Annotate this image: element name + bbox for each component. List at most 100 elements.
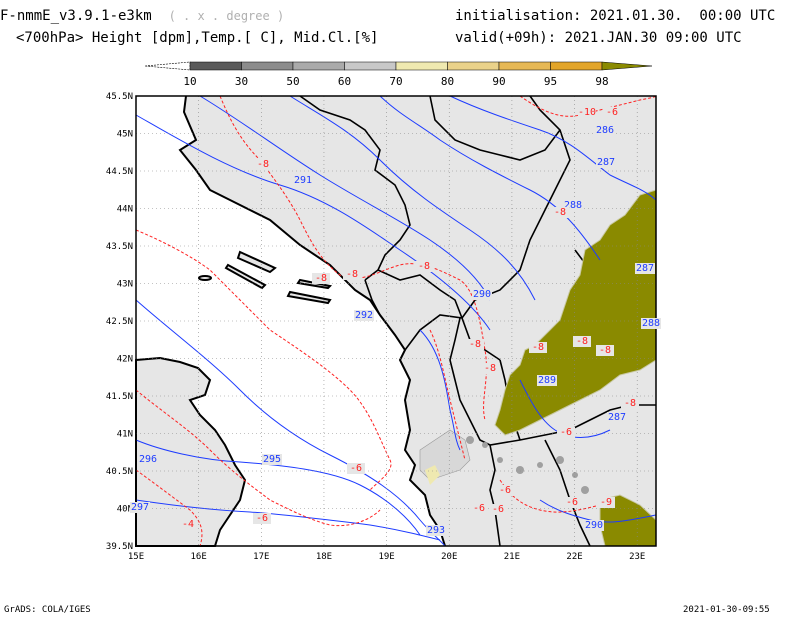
height-contours [135,95,657,547]
temp-label-bg [557,427,575,438]
lat-label: 39.5N [106,542,133,552]
height-label-bg [584,520,604,531]
temperature-contour-label: -8 [257,159,269,170]
height-label-bg [635,263,655,274]
height-label-bg [354,310,374,321]
height-contour-label: 295 [263,454,281,465]
longitude-axis: 15E 16E 17E 18E 19E 20E 21E 22E 23E [128,552,645,562]
colorbar-label: 30 [235,75,248,88]
model-name: F-nmmE_v3.9.1-e3km [0,8,152,24]
temp-label-bg [596,345,614,356]
temp-label-bg [466,339,484,350]
lon-label: 19E [378,552,394,562]
height-label-bg [472,289,492,300]
temp-label-bg [343,269,361,280]
field-description: <700hPa> Height [dpm],Temp.[ C], Mid.Cl.… [16,30,379,46]
height-contour-label: 287 [636,263,654,274]
height-label-bg [262,454,282,465]
lon-label: 18E [316,552,332,562]
colorbar-label: 50 [286,75,299,88]
temperature-contour-label: -6 [350,463,362,474]
colorbar-label: 10 [183,75,196,88]
unit-note: ( . x . degree ) [168,9,285,23]
cloud-speckles [466,436,589,494]
colorbar-cell-6 [447,61,500,71]
temperature-contour-label: -8 [346,269,358,280]
colorbar-cell-9 [601,61,653,71]
height-contour-label: 289 [538,375,556,386]
lat-label: 45.5N [106,92,133,102]
colorbar-label: 90 [492,75,505,88]
temp-label-bg [529,342,547,353]
lat-label: 41N [117,430,133,440]
height-contour-label: 288 [564,200,582,211]
temperature-contour-label: -8 [484,363,496,374]
colorbar: 10 30 50 60 70 80 90 95 98 [144,61,653,88]
temp-label-bg [347,463,365,474]
temp-label-bg [573,336,591,347]
height-label-bg [293,175,313,186]
colorbar-cell-2 [241,61,294,71]
italy-coast [135,356,247,547]
lat-lon-grid [136,96,656,546]
temp-label-bg [621,398,639,409]
temperature-contour-label: -6 [566,497,578,508]
temperature-contour-label: -4 [182,519,194,530]
colorbar-cell-0 [144,61,191,71]
temp-label-bg [563,497,581,508]
temp-label-bg [551,207,569,218]
lat-label: 45N [117,130,133,140]
lon-label: 20E [441,552,457,562]
temperature-contour-label: -8 [624,398,636,409]
lon-label: 17E [253,552,269,562]
temperature-contour-label: -8 [599,345,611,356]
lat-label: 44N [117,205,133,215]
temp-label-bg [179,519,197,530]
temp-label-bg [481,363,499,374]
temperature-contour-label: -6 [256,513,268,524]
temp-label-bg [253,513,271,524]
temperature-contour-label: -6 [473,503,485,514]
colorbar-cell-7 [498,61,551,71]
height-label-bg [130,502,150,513]
colorbar-cell-1 [189,61,242,71]
temperature-contour-label: -8 [576,336,588,347]
temp-label-bg [603,107,621,118]
height-contour-label: 290 [585,520,603,531]
temperature-contour-label: -8 [315,273,327,284]
temperature-contour-label: -8 [532,342,544,353]
temp-label-bg [415,261,433,272]
temperature-contour-label: -8 [418,261,430,272]
height-contour-label: 297 [131,502,149,513]
height-contour-label: 291 [294,175,312,186]
temperature-contour-label: -6 [606,107,618,118]
lat-label: 42N [117,355,133,365]
footer-timestamp: 2021-01-30-09:55 [683,605,770,615]
lat-label: 43.5N [106,242,133,252]
temp-label-bg [312,273,330,284]
height-label-bg [641,318,661,329]
model-title: F-nmmE_v3.9.1-e3km ( . x . degree ) [0,8,284,24]
colorbar-label: 98 [595,75,608,88]
pale-cloud-patch [425,465,440,485]
colorbar-label: 70 [389,75,402,88]
lat-label: 43N [117,280,133,290]
lon-label: 22E [566,552,582,562]
temp-label-bg [597,497,615,508]
height-contour-label: 288 [642,318,660,329]
lon-label: 21E [504,552,520,562]
height-contour-label: 287 [608,412,626,423]
height-contour-label: 287 [597,157,615,168]
colorbar-cell-5 [395,61,448,71]
islands [198,250,333,305]
temperature-contour-label: -8 [554,207,566,218]
height-label-bg [563,200,583,211]
height-contour-label: 292 [355,310,373,321]
lon-label: 23E [629,552,645,562]
temp-label-bg [489,504,507,515]
height-contour-label: 293 [427,525,445,536]
initialisation-time: initialisation: 2021.01.30. 00:00 UTC [455,8,776,24]
temp-label-bg [496,485,514,496]
temperature-contour-label: -6 [499,485,511,496]
valid-time: valid(+09h): 2021.JAN.30 09:00 UTC [455,30,742,46]
